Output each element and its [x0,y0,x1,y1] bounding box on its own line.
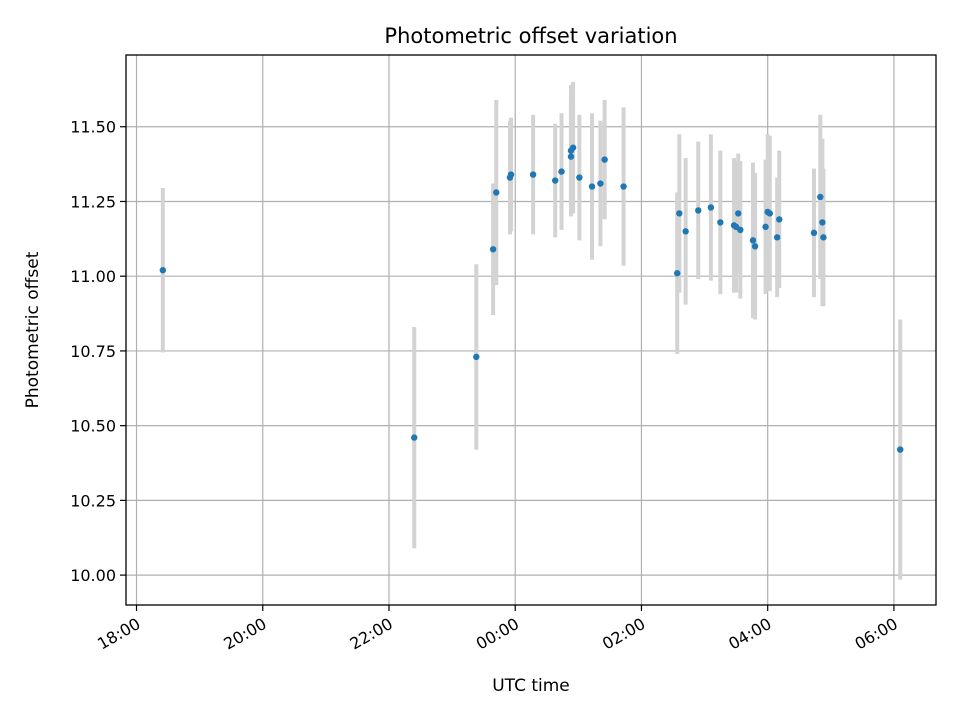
x-axis-label: UTC time [492,676,570,696]
x-tick-label: 00:00 [473,614,522,654]
y-tick-label: 11.00 [70,267,116,286]
y-tick-label: 10.75 [70,342,116,361]
data-point [776,216,783,223]
data-point [897,446,904,453]
y-tick-label: 10.50 [70,417,116,436]
data-point [567,153,575,160]
data-point [695,207,702,214]
grid-lines [126,55,936,605]
data-point [601,156,608,163]
x-tick-label: 18:00 [94,614,143,654]
x-tick-label: 06:00 [851,614,900,654]
data-point [576,174,583,181]
data-point [569,144,577,151]
data-point [817,193,824,201]
data-point [749,237,757,244]
data-points [159,144,904,453]
y-tick-label: 10.00 [70,566,116,585]
data-point [810,229,818,237]
data-point [493,189,500,196]
data-point [159,267,167,274]
data-point [820,234,827,241]
x-tick-label: 02:00 [599,614,648,654]
data-point [717,219,724,226]
chart-title: Photometric offset variation [384,24,677,48]
data-point [773,234,781,241]
y-tick-label: 11.25 [70,192,116,211]
data-point [674,270,681,277]
x-tick-label: 04:00 [725,614,774,654]
data-point [597,180,604,187]
data-point [682,228,689,235]
data-point [473,353,480,361]
data-point [676,210,683,217]
data-point [551,177,559,184]
data-point [737,226,744,234]
data-point [489,246,497,253]
data-point [588,183,596,190]
y-axis-label: Photometric offset [23,251,43,408]
x-tick-label: 22:00 [347,614,396,654]
data-point [620,183,627,190]
data-point [751,243,759,250]
data-point [762,223,769,231]
data-point [735,210,742,217]
data-point [558,168,565,175]
y-tick-label: 10.25 [70,491,116,510]
x-tick-label: 20:00 [220,614,269,654]
data-point [707,204,715,211]
y-tick-label: 11.50 [70,118,116,137]
data-point [766,210,773,217]
data-point [529,171,537,178]
data-point [507,171,515,178]
data-point [411,434,418,441]
error-bars [160,81,903,580]
plot-frame [125,54,937,606]
data-point [819,219,826,226]
